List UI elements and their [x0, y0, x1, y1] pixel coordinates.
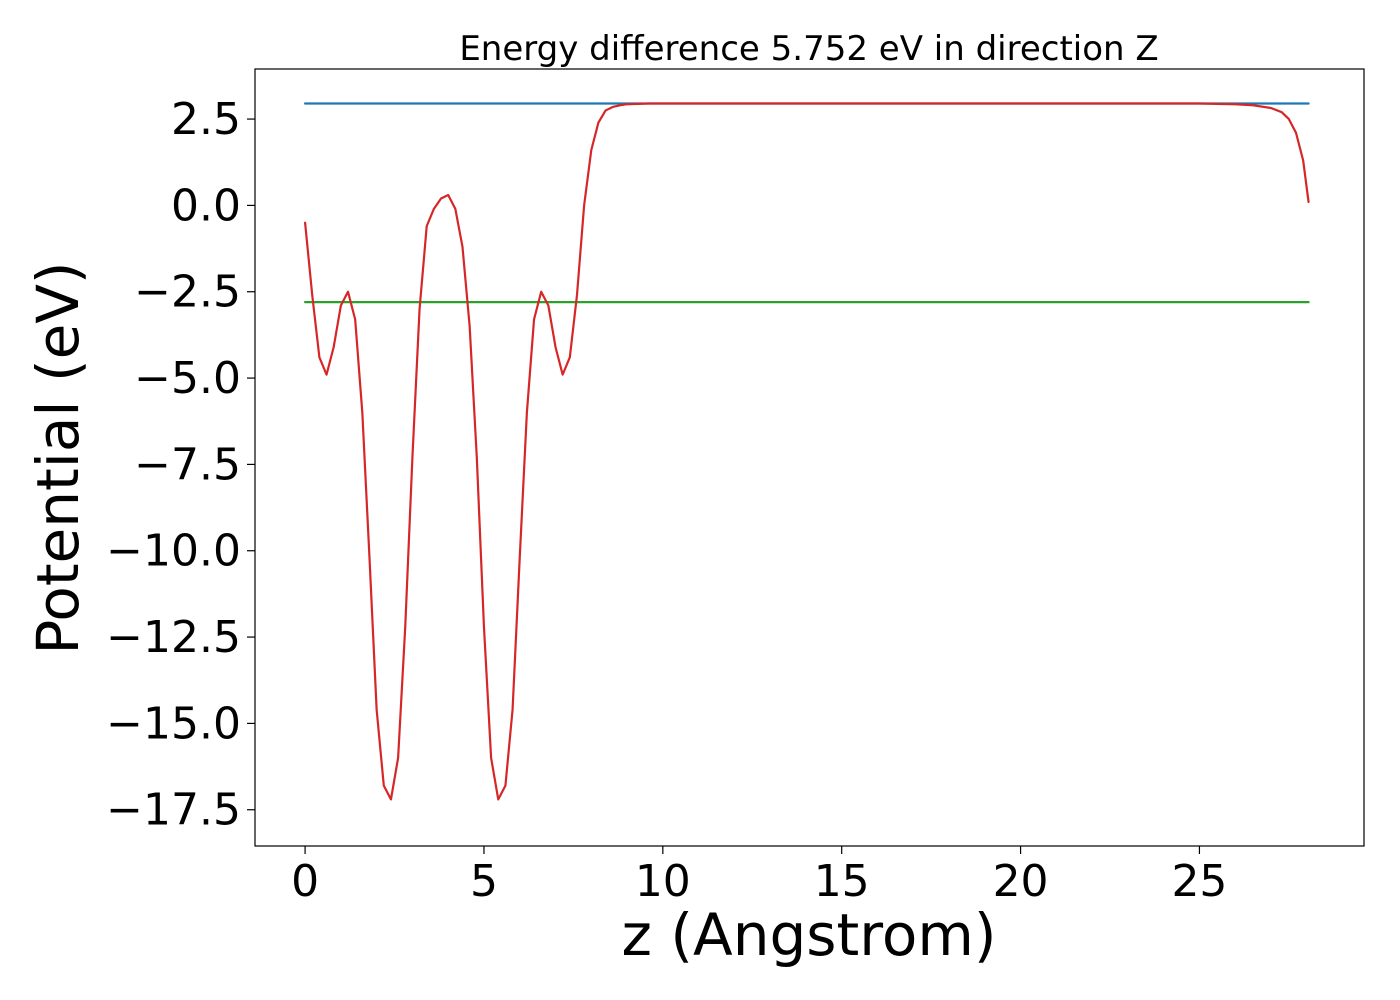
y-tick-label: −2.5	[134, 267, 241, 318]
y-axis-label: Potential (eV)	[24, 261, 92, 654]
y-tick-label: −5.0	[134, 353, 241, 404]
y-tick-label: −7.5	[134, 439, 241, 490]
y-tick-label: −15.0	[106, 698, 241, 749]
x-tick-label: 10	[635, 856, 691, 907]
y-tick-label: 2.5	[171, 94, 241, 145]
y-tick-label: 0.0	[171, 180, 241, 231]
chart-title: Energy difference 5.752 eV in direction …	[459, 29, 1158, 69]
y-tick-label: −17.5	[106, 785, 241, 836]
x-tick-label: 25	[1171, 856, 1227, 907]
series-layer	[303, 102, 1310, 801]
x-axis-label: z (Angstrom)	[622, 901, 997, 969]
series-line-0	[303, 102, 1310, 801]
x-tick-label: 15	[814, 856, 870, 907]
y-tick-label: −12.5	[106, 612, 241, 663]
x-tick-label: 0	[291, 856, 319, 907]
x-tick-label: 20	[993, 856, 1049, 907]
y-tick-label: −10.0	[106, 526, 241, 577]
x-axis: 0 5 10 15 20 25	[291, 846, 1227, 907]
y-axis: 2.5 0.0 −2.5 −5.0 −7.5 −10.0 −12.5 −15.0 −17.5	[106, 94, 255, 836]
x-tick-label: 5	[470, 856, 498, 907]
plot-frame	[254, 68, 1365, 847]
